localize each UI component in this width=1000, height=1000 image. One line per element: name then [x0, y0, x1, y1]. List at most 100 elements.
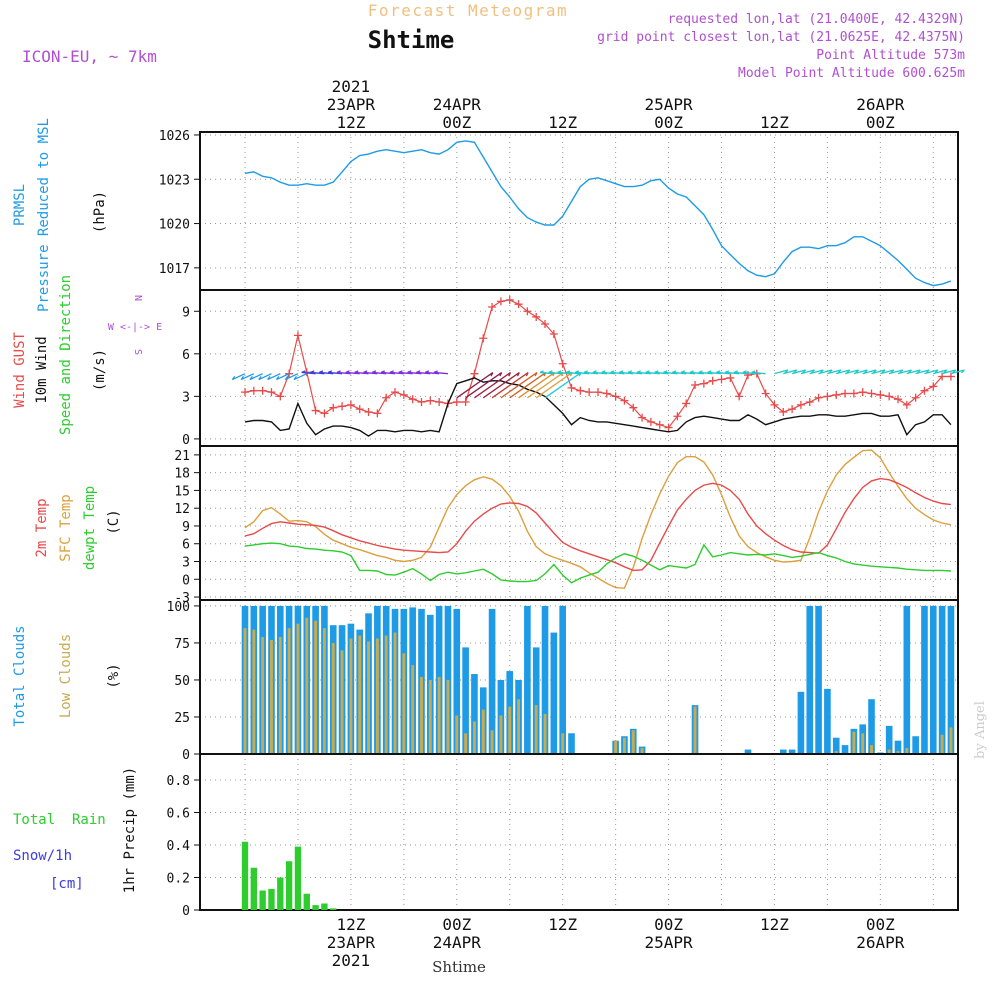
total-cloud-bar — [550, 632, 558, 754]
wind-direction-arrow — [681, 371, 696, 375]
low-cloud-bar — [349, 638, 353, 754]
gust-marker — [505, 295, 514, 304]
model-name: ICON-EU, ~ 7km — [22, 47, 157, 66]
total-cloud-bar — [868, 699, 875, 754]
y-tick-label: 0.2 — [167, 872, 190, 887]
gust-marker — [276, 392, 285, 401]
wind-arrow-head — [610, 370, 615, 374]
rain-bar — [303, 893, 310, 910]
wind-arrow-head — [663, 370, 668, 374]
gust-marker — [708, 376, 717, 385]
wind-arrow-head — [345, 370, 350, 374]
wind-direction-arrow — [258, 373, 272, 381]
gust-marker — [549, 329, 558, 338]
low-cloud-bar — [543, 714, 547, 754]
gust-marker — [355, 405, 364, 414]
y-tick-label: 3 — [182, 556, 190, 571]
dewpt-line — [244, 542, 951, 584]
low-cloud-bar — [305, 617, 309, 754]
bottom-hour-label: 00Z — [442, 915, 471, 934]
gust-marker — [858, 388, 867, 397]
wind-arrow-head — [258, 375, 262, 380]
temp-label-2: SFC Temp — [58, 494, 74, 561]
location-title: Shtime — [368, 26, 455, 54]
wind-direction-arrow — [583, 371, 599, 375]
clouds-panel: 0 25 50 75 100 — [167, 599, 959, 763]
wind-direction-arrow — [725, 371, 740, 375]
low-cloud-bar — [887, 749, 891, 754]
wind-direction-arrow — [345, 371, 360, 375]
wind-arrow-head — [864, 369, 868, 374]
wind-arrow-head — [416, 370, 421, 374]
total-cloud-bar — [841, 745, 849, 754]
gust-marker — [364, 407, 373, 416]
low-cloud-bar — [437, 677, 441, 754]
total-cloud-bar — [788, 749, 796, 754]
low-cloud-bar — [640, 748, 644, 754]
wind-direction-arrow — [249, 373, 263, 381]
rain-bar — [294, 846, 302, 910]
wind-arrow-head — [733, 370, 738, 374]
wind-direction-arrow — [809, 369, 824, 375]
wind-direction-arrow — [853, 369, 868, 375]
rain-bar — [321, 903, 328, 910]
wind-arrow-head — [319, 370, 324, 374]
low-cloud-bar — [270, 639, 273, 754]
temp2m-line — [244, 477, 951, 572]
wind-unit: (m/s) — [92, 349, 108, 391]
total-cloud-bar — [559, 605, 566, 754]
gust-marker — [717, 375, 726, 384]
gust-marker — [541, 320, 550, 329]
wind-direction-arrow — [328, 371, 343, 375]
gust-marker — [408, 395, 417, 404]
wind-arrow-head — [293, 375, 297, 380]
pressure-label-1: PRMSL — [12, 184, 28, 226]
wind-arrow-head — [363, 370, 368, 374]
wind-direction-arrow — [889, 369, 903, 375]
compass-north: N — [132, 295, 143, 301]
wind-direction-arrow — [363, 371, 378, 375]
gust-marker — [946, 372, 955, 381]
gust-marker — [638, 413, 647, 422]
gust-marker — [426, 396, 435, 405]
gust-marker — [320, 409, 329, 418]
low-cloud-bar — [375, 638, 379, 754]
gust-marker — [567, 383, 576, 392]
low-cloud-bar — [834, 751, 838, 754]
wind-direction-arrow — [276, 373, 290, 381]
wind-direction-arrow — [818, 369, 833, 375]
wind-direction-arrow — [474, 372, 511, 399]
low-cloud-bar — [490, 730, 494, 754]
total-cloud-bar — [488, 608, 496, 754]
pressure-panel: 1017 1020 1023 1026 — [159, 129, 959, 291]
rain-bar — [259, 890, 266, 910]
wind-direction-arrow — [535, 372, 573, 399]
top-year-label: 2021 — [332, 77, 371, 96]
gust-marker — [267, 388, 276, 397]
rain-bar — [268, 888, 275, 910]
low-cloud-bar — [331, 642, 335, 754]
gust-marker — [893, 395, 902, 404]
wind-arrow-head — [267, 375, 271, 380]
low-cloud-bar — [561, 733, 565, 754]
wind-label-1: Wind GUST — [12, 332, 28, 408]
low-cloud-bar — [870, 745, 873, 754]
wind-direction-arrow — [601, 371, 616, 375]
precip-panel: 0 0.2 0.4 0.6 0.8 — [167, 753, 959, 919]
bottom-year-label: 2021 — [332, 951, 371, 970]
wind-arrow-head — [811, 369, 815, 374]
gust-marker — [761, 389, 770, 398]
gust-marker — [629, 403, 638, 412]
wind-arrow-head — [583, 370, 588, 374]
wind-direction-arrow — [689, 371, 704, 375]
wind-arrow-head — [881, 369, 886, 374]
temp-label-1: 2m Temp — [34, 498, 50, 557]
wind-direction-arrow — [654, 371, 669, 375]
wind-arrow-head — [284, 375, 289, 380]
gust-marker — [788, 405, 797, 414]
gust-marker — [691, 381, 700, 390]
y-tick-label: 0 — [182, 904, 190, 919]
total-cloud-bar — [894, 740, 902, 754]
total-cloud-bar — [744, 749, 752, 754]
precip-label-rain: Total Rain — [13, 812, 106, 828]
